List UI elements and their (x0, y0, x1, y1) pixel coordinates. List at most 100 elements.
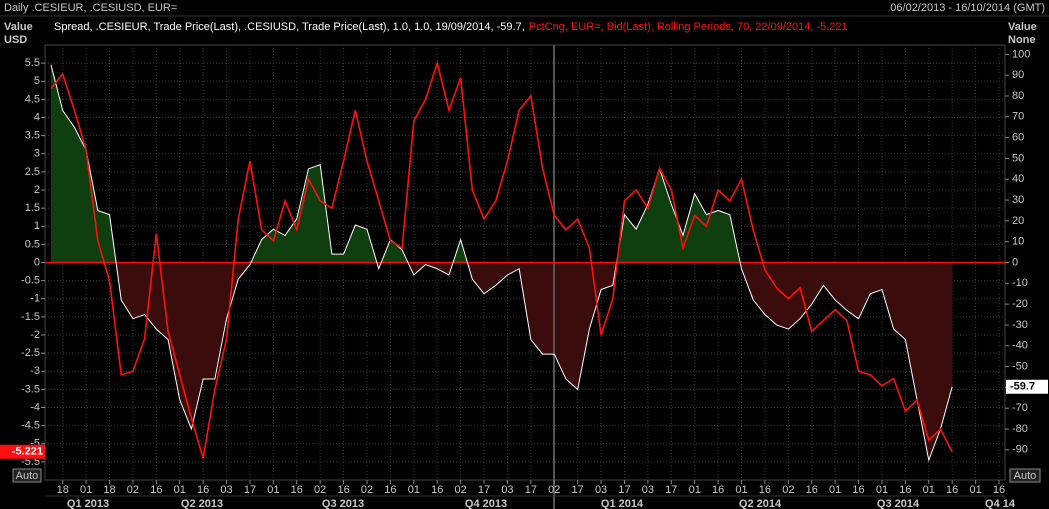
y-tick-label: 0 (34, 256, 40, 268)
x-tick-label: 17 (572, 484, 584, 496)
y2-tick-label: 70 (1012, 111, 1024, 123)
x-tick-label: 03 (642, 484, 654, 496)
series-line (50, 60, 953, 459)
last-value-label: -59.7 (1010, 381, 1035, 393)
legend-entry: Spread, .CESIEUR, Trade Price(Last), .CE… (54, 21, 525, 33)
quarter-label: Q1 2014 (601, 498, 644, 509)
x-tick-label: 16 (337, 484, 349, 496)
auto-button-label[interactable]: Auto (16, 470, 39, 482)
y-tick-label: -2.5 (21, 347, 40, 359)
y2-axis-label: Value (1008, 21, 1037, 33)
y-tick-label: 2 (34, 184, 40, 196)
y2-tick-label: -10 (1012, 277, 1028, 289)
x-tick-label: 16 (712, 484, 724, 496)
y-tick-label: -2 (30, 329, 40, 341)
y2-tick-label: 80 (1012, 90, 1024, 102)
x-tick-label: 01 (829, 484, 841, 496)
date-range: 06/02/2013 - 16/10/2014 (GMT) (890, 2, 1045, 14)
x-tick-label: 02 (361, 484, 373, 496)
series-line (50, 64, 953, 463)
y2-tick-label: 40 (1012, 173, 1024, 185)
quarter-label: Q2 2013 (181, 498, 223, 509)
x-tick-label: 17 (244, 484, 256, 496)
legend-entry: PctCng, EUR=, Bid(Last), Rolling Periods… (529, 21, 848, 33)
y2-tick-label: 50 (1012, 152, 1024, 164)
y-axis-label: Value (4, 21, 33, 33)
y-tick-label: -1.5 (21, 311, 40, 323)
y-tick-label: -4.5 (21, 420, 40, 432)
y-tick-label: 5 (34, 75, 40, 87)
value-tags: -59.7 -5.221 (0, 379, 1048, 459)
area-below (51, 262, 953, 461)
y-tick-label: 5.5 (25, 57, 40, 69)
y-tick-label: -5.5 (21, 456, 40, 468)
x-tick-label: 01 (408, 484, 420, 496)
y-tick-label: -4 (30, 401, 40, 413)
quarter-label: Q4 14 (985, 498, 1016, 509)
axes: 5.5 5 4.5 4 3.5 3 2.5 2 1.5 1 0.5 0 -0.5 -1 -1.5 -2 -2.5… (21, 48, 1030, 496)
y2-axis-label: None (1008, 34, 1036, 46)
y2-tick-label: -50 (1012, 360, 1028, 372)
x-tick-label: 02 (548, 484, 560, 496)
x-tick-label: 02 (782, 484, 794, 496)
y2-tick-label: 100 (1012, 48, 1030, 60)
legend: Spread, .CESIEUR, Trade Price(Last), .CE… (54, 21, 848, 33)
x-tick-label: 03 (595, 484, 607, 496)
x-tick-label: 01 (969, 484, 981, 496)
auto-button[interactable] (1009, 468, 1041, 483)
x-tick-label: 16 (759, 484, 771, 496)
x-tick-label: 16 (946, 484, 958, 496)
x-tick-label: 16 (899, 484, 911, 496)
x-tick-label: 02 (314, 484, 326, 496)
x-tick-label: 17 (525, 484, 537, 496)
auto-button[interactable] (12, 468, 42, 483)
x-tick-label: 01 (735, 484, 747, 496)
x-tick-label: 16 (291, 484, 303, 496)
x-tick-label: 16 (993, 484, 1005, 496)
last-value-label: -5.221 (12, 446, 43, 458)
x-tick-label: 03 (501, 484, 513, 496)
fills (51, 64, 953, 461)
x-tick-label: 16 (431, 484, 443, 496)
auto-button-label[interactable]: Auto (1014, 470, 1037, 482)
y-tick-label: 3.5 (25, 130, 40, 142)
x-tick-label: 18 (103, 484, 115, 496)
y-tick-label: -5 (30, 438, 40, 450)
y-tick-label: -3.5 (21, 383, 40, 395)
x-tick-label: 16 (806, 484, 818, 496)
y-tick-label: 4 (34, 111, 40, 123)
y-tick-label: 2.5 (25, 166, 40, 178)
x-tick-label: 03 (220, 484, 232, 496)
y-tick-label: -0.5 (21, 275, 40, 287)
y2-tick-label: -80 (1012, 423, 1028, 435)
x-tick-label: 02 (455, 484, 467, 496)
x-tick-label: 16 (384, 484, 396, 496)
x-tick-label: 17 (665, 484, 677, 496)
last-value-tag (0, 444, 45, 459)
y2-tick-label: 0 (1012, 256, 1018, 268)
x-tick-label: 01 (876, 484, 888, 496)
x-tick-label: 17 (618, 484, 630, 496)
x-tick-label: 16 (197, 484, 209, 496)
y-tick-label: 0.5 (25, 238, 40, 250)
quarter-label: Q4 2013 (465, 498, 507, 509)
y2-tick-label: 10 (1012, 236, 1024, 248)
y2-tick-label: -90 (1012, 444, 1028, 456)
y-tick-label: 4.5 (25, 93, 40, 105)
y2-tick-label: 20 (1012, 215, 1024, 227)
y2-tick-label: -30 (1012, 319, 1028, 331)
x-tick-label: 16 (852, 484, 864, 496)
y-tick-label: -3 (30, 365, 40, 377)
x-tick-label: 18 (57, 484, 69, 496)
x-tick-label: 01 (923, 484, 935, 496)
y-tick-label: 1 (34, 220, 40, 232)
y-tick-label: 3 (34, 148, 40, 160)
header-title: Daily .CESIEUR, .CESIUSD, EUR= (4, 2, 177, 14)
quarter-label: Q1 2013 (67, 498, 109, 509)
x-tick-label: 17 (478, 484, 490, 496)
x-tick-label: 02 (127, 484, 139, 496)
y-axis-label: USD (4, 34, 27, 46)
y2-tick-label: 60 (1012, 132, 1024, 144)
